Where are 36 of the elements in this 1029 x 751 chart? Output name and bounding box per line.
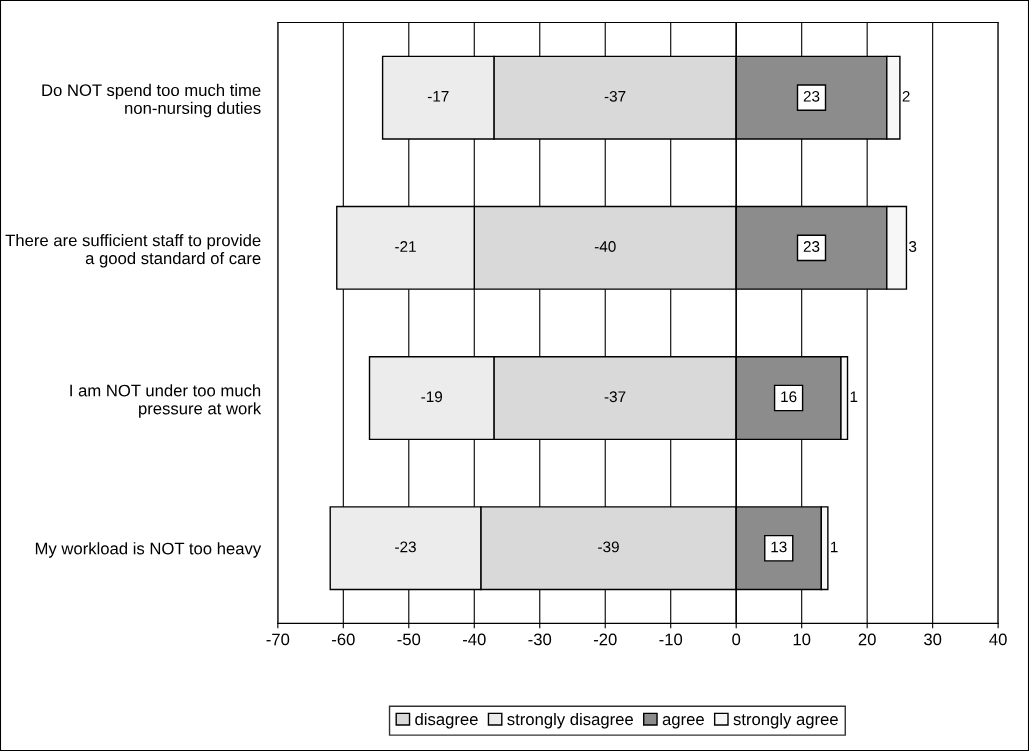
- y-tick-label: There are sufficient staff to provide a good standard of care: [5, 234, 261, 268]
- x-tick-label: -20: [593, 633, 617, 646]
- x-tick-label: -50: [397, 633, 421, 646]
- y-tick-label: My workload is NOT too heavy: [35, 542, 262, 558]
- x-tick-label: -70: [266, 633, 290, 646]
- data-label: -21: [395, 241, 416, 252]
- legend-label: disagree: [415, 712, 478, 729]
- y-tick-label: Do NOT spend too much time non-nursing duties: [42, 83, 261, 118]
- data-label: -39: [598, 541, 619, 553]
- data-label: -37: [604, 90, 626, 102]
- x-tick-label: -10: [659, 633, 683, 646]
- data-label: 3: [909, 241, 917, 252]
- legend-label: agree: [662, 716, 704, 729]
- data-label: 23: [803, 241, 820, 252]
- x-tick-label: 20: [858, 633, 876, 646]
- x-tick-label: -40: [462, 633, 486, 646]
- x-tick-label: -60: [332, 633, 355, 646]
- x-tick-label: 10: [793, 633, 811, 646]
- data-label: -37: [604, 391, 626, 403]
- x-tick-label: -30: [528, 633, 552, 646]
- x-tick-label: 30: [924, 633, 942, 646]
- legend-label: strongly disagree: [507, 712, 633, 729]
- data-label: -23: [395, 541, 416, 553]
- data-label: 2: [902, 90, 910, 102]
- legend-label: strongly agree: [733, 712, 838, 729]
- x-tick-label: 0: [732, 633, 741, 646]
- data-label: -40: [594, 241, 616, 252]
- data-label: 1: [850, 391, 858, 402]
- data-label: 16: [781, 391, 797, 403]
- x-tick-label: 40: [989, 633, 1007, 646]
- y-tick-label: I am NOT under too much pressure at work: [70, 384, 262, 418]
- data-label: 23: [803, 90, 820, 102]
- data-label: -19: [421, 391, 443, 403]
- data-label: 1: [831, 541, 838, 553]
- data-label: -17: [427, 91, 449, 102]
- data-label: 13: [771, 541, 787, 553]
